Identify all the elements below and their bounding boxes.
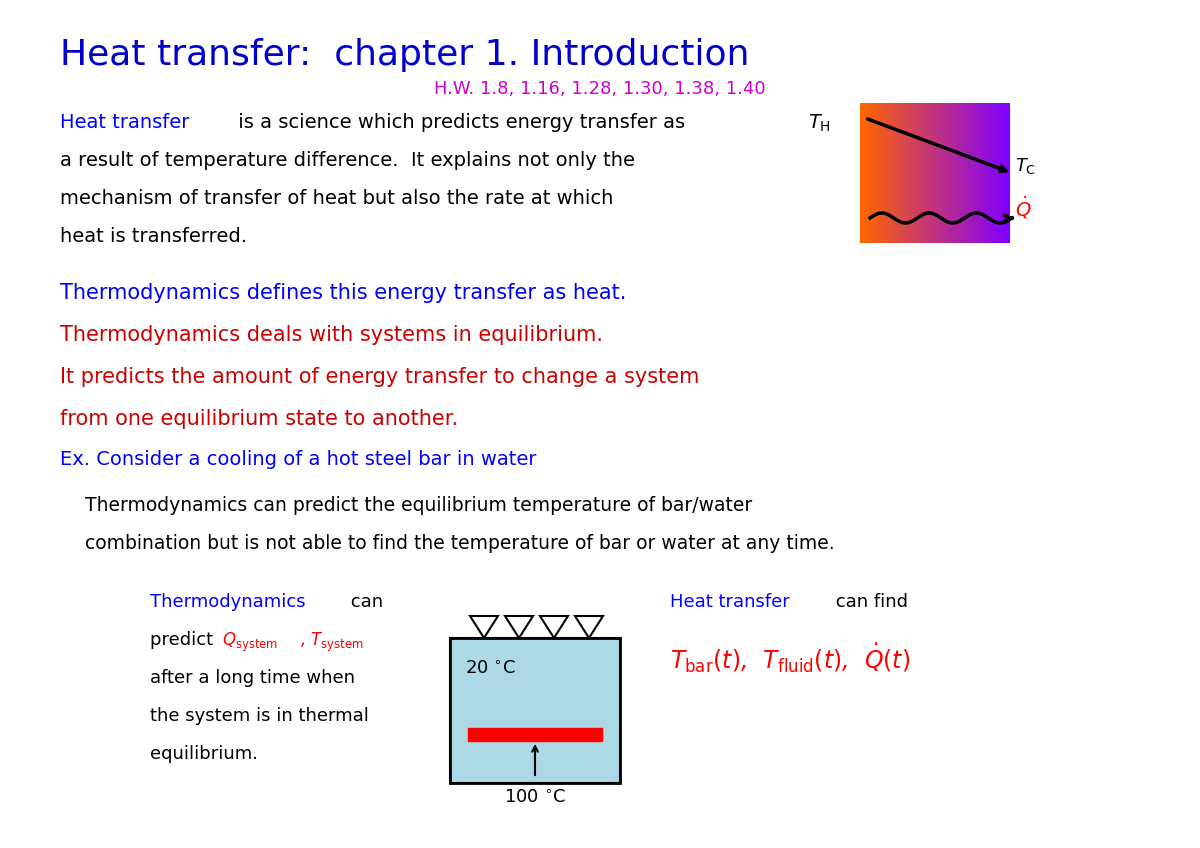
Text: $T_{\rm H}$: $T_{\rm H}$ <box>808 113 830 134</box>
Text: is a science which predicts energy transfer as: is a science which predicts energy trans… <box>232 113 685 132</box>
Polygon shape <box>575 616 604 638</box>
Text: from one equilibrium state to another.: from one equilibrium state to another. <box>60 409 458 429</box>
Bar <box>468 728 602 741</box>
Text: 20 $^{\circ}$C: 20 $^{\circ}$C <box>466 660 516 678</box>
Text: Thermodynamics: Thermodynamics <box>150 593 306 611</box>
Text: equilibrium.: equilibrium. <box>150 745 258 763</box>
Polygon shape <box>505 616 533 638</box>
Text: Heat transfer: Heat transfer <box>670 593 790 611</box>
Text: 100 $^{\circ}$C: 100 $^{\circ}$C <box>504 789 566 807</box>
Text: Thermodynamics deals with systems in equilibrium.: Thermodynamics deals with systems in equ… <box>60 325 604 345</box>
Text: $T_{\rm C}$: $T_{\rm C}$ <box>1015 156 1036 176</box>
Text: the system is in thermal: the system is in thermal <box>150 707 368 725</box>
Text: Thermodynamics defines this energy transfer as heat.: Thermodynamics defines this energy trans… <box>60 283 626 303</box>
Text: It predicts the amount of energy transfer to change a system: It predicts the amount of energy transfe… <box>60 367 700 387</box>
Text: $Q_{\rm system}$: $Q_{\rm system}$ <box>222 631 278 654</box>
Text: after a long time when: after a long time when <box>150 669 355 687</box>
Text: Thermodynamics can predict the equilibrium temperature of bar/water: Thermodynamics can predict the equilibri… <box>85 496 752 515</box>
Text: , $T_{\rm system}$: , $T_{\rm system}$ <box>300 631 364 654</box>
Text: can find: can find <box>830 593 908 611</box>
Text: can: can <box>346 593 383 611</box>
Text: Heat transfer: Heat transfer <box>60 113 190 132</box>
Text: combination but is not able to find the temperature of bar or water at any time.: combination but is not able to find the … <box>85 534 835 553</box>
Text: heat is transferred.: heat is transferred. <box>60 227 247 246</box>
Polygon shape <box>540 616 568 638</box>
Text: predict: predict <box>150 631 218 649</box>
Text: H.W. 1.8, 1.16, 1.28, 1.30, 1.38, 1.40: H.W. 1.8, 1.16, 1.28, 1.30, 1.38, 1.40 <box>434 80 766 98</box>
Text: $T_{\rm bar}(t)$,  $T_{\rm fluid}(t)$,  $\dot{Q}(t)$: $T_{\rm bar}(t)$, $T_{\rm fluid}(t)$, $\… <box>670 641 911 675</box>
Text: Heat transfer:  chapter 1. Introduction: Heat transfer: chapter 1. Introduction <box>60 38 750 72</box>
Text: Ex. Consider a cooling of a hot steel bar in water: Ex. Consider a cooling of a hot steel ba… <box>60 450 536 469</box>
Text: mechanism of transfer of heat but also the rate at which: mechanism of transfer of heat but also t… <box>60 189 613 208</box>
Bar <box>450 638 620 783</box>
Bar <box>450 638 620 783</box>
Text: $\dot{Q}$: $\dot{Q}$ <box>1015 195 1032 221</box>
Text: a result of temperature difference.  It explains not only the: a result of temperature difference. It e… <box>60 151 635 170</box>
Polygon shape <box>470 616 498 638</box>
